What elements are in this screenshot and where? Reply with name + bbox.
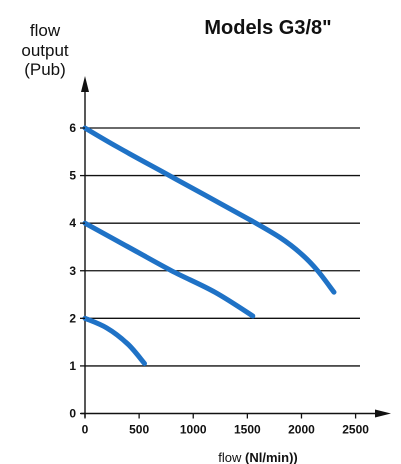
y-axis-arrow-icon [81, 76, 89, 92]
y-axis-label-line-2: output [21, 41, 69, 60]
y-tick-label: 0 [69, 407, 76, 421]
y-axis-label-line-3: (Pub) [24, 60, 66, 79]
x-tick-label: 500 [129, 423, 149, 437]
x-tick-label: 0 [82, 423, 89, 437]
y-tick-label: 1 [69, 359, 76, 373]
chart-title: Models G3/8" [204, 17, 331, 39]
series-line-2 [82, 220, 256, 319]
x-axis-label: flow (Nl/min)) [218, 450, 297, 464]
x-tick-label: 2500 [342, 423, 369, 437]
y-tick-label: 2 [69, 311, 76, 325]
y-tick-label: 4 [69, 216, 76, 230]
x-tick-label: 2000 [288, 423, 315, 437]
gridlines [85, 127, 360, 367]
series-line-3 [82, 315, 147, 366]
series-lines [82, 125, 337, 366]
y-tick-label: 3 [69, 264, 76, 278]
series-line-1 [82, 125, 337, 295]
x-axis-label-unit: (Nl/min)) [245, 450, 298, 464]
y-tick-label: 6 [69, 121, 76, 135]
x-axis-label-prefix: flow [218, 450, 242, 464]
x-axis-arrow-icon [375, 409, 391, 418]
x-tick-label: 1500 [234, 423, 261, 437]
tick-labels: 0 1 2 3 4 5 6 0 500 1000 1500 2000 2500 [69, 121, 369, 437]
y-tick-label: 5 [69, 169, 76, 183]
y-axis-label-line-1: flow [30, 21, 61, 40]
axes [81, 76, 391, 418]
x-tick-label: 1000 [180, 423, 207, 437]
